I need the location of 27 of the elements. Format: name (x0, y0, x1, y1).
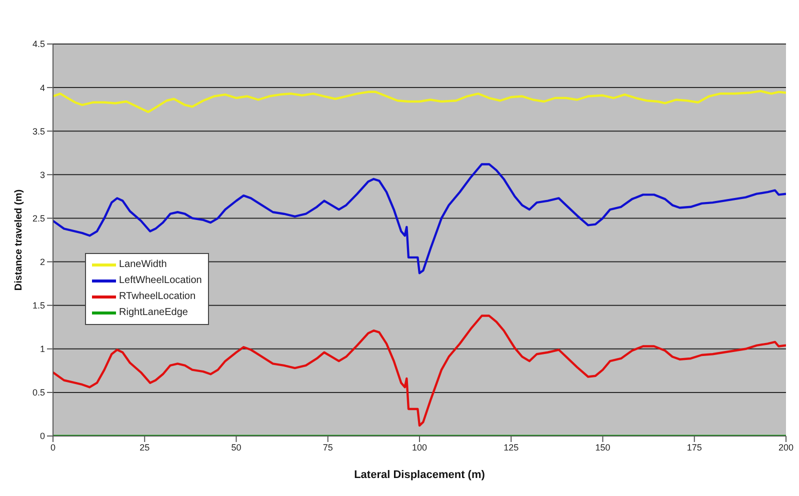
line-series (53, 163, 786, 274)
y-tick-label: 1.5 (32, 300, 45, 311)
y-tick-label: 0 (40, 431, 45, 442)
y-tick-label: 4.5 (32, 39, 45, 50)
x-tick-label: 50 (231, 442, 242, 452)
line-series (53, 90, 786, 114)
y-tick-label: 4 (40, 82, 45, 93)
y-tick-label: 2.5 (32, 213, 45, 224)
x-tick-label: 125 (504, 442, 519, 452)
x-axis-title: Lateral Displacement (m) (354, 469, 486, 481)
legend-label: RightLaneEdge (119, 306, 188, 320)
x-tick-label: 175 (686, 442, 702, 452)
y-tick-label: 2 (40, 256, 45, 267)
x-tick-label: 150 (595, 442, 610, 452)
x-tick-label: 25 (140, 442, 150, 452)
y-axis-title: Distance traveled (m) (14, 189, 25, 291)
x-tick-label: 200 (778, 442, 794, 452)
x-tick-label: 75 (322, 442, 333, 452)
y-tick-label: 0.5 (32, 388, 45, 398)
y-tick-label: 1 (40, 344, 45, 354)
legend-label: LeftWheelLocation (119, 274, 202, 288)
x-tick-label: 0 (50, 442, 56, 452)
y-tick-label: 3 (40, 170, 45, 180)
legend-label: LaneWidth (119, 258, 167, 272)
y-tick-label: 3.5 (32, 126, 45, 136)
x-tick-label: 100 (412, 442, 428, 452)
legend-label: RTwheelLocation (119, 290, 196, 304)
